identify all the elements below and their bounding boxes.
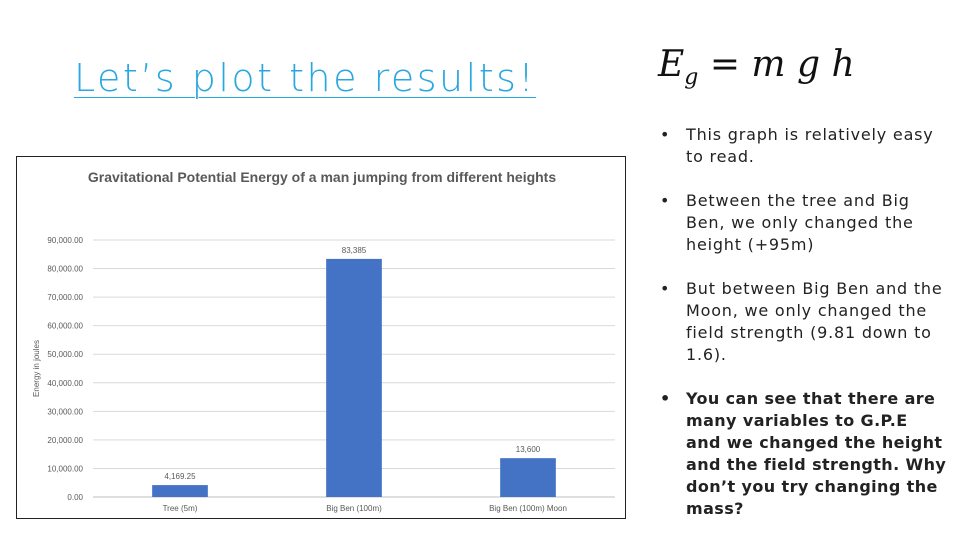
bullet-dot-icon: • xyxy=(660,389,671,408)
y-tick-label: 50,000.00 xyxy=(47,350,83,359)
bullet-list: • This graph is relatively easy to read. … xyxy=(658,124,948,542)
bullet-dot-icon: • xyxy=(660,125,671,144)
bar xyxy=(500,458,556,497)
y-tick-label: 80,000.00 xyxy=(47,265,83,274)
bullet-text: But between Big Ben and the Moon, we onl… xyxy=(686,279,943,364)
bar xyxy=(152,485,208,497)
gpe-formula: Eg = m g h xyxy=(658,44,855,90)
y-tick-label: 60,000.00 xyxy=(47,322,83,331)
y-tick-label: 20,000.00 xyxy=(47,436,83,445)
bar-chart: Gravitational Potential Energy of a man … xyxy=(16,156,626,519)
formula-expression: = m g h xyxy=(698,44,855,85)
data-label: 83,385 xyxy=(342,246,367,255)
chart-title: Gravitational Potential Energy of a man … xyxy=(87,169,557,185)
bullet-dot-icon: • xyxy=(660,279,671,298)
bullet-dot-icon: • xyxy=(660,191,671,210)
data-label: 13,600 xyxy=(516,445,541,454)
bullet-item: • Between the tree and Big Ben, we only c… xyxy=(658,190,948,256)
bar xyxy=(326,258,382,497)
x-tick-label: Big Ben (100m) Moon xyxy=(489,504,567,513)
formula-symbol: E xyxy=(658,44,685,85)
y-tick-label: 30,000.00 xyxy=(47,407,83,416)
y-tick-label: 10,000.00 xyxy=(47,464,83,473)
bullet-item: • This graph is relatively easy to read. xyxy=(658,124,948,168)
x-tick-label: Tree (5m) xyxy=(163,504,198,513)
data-label: 4,169.25 xyxy=(164,472,196,481)
bullet-item: • But between Big Ben and the Moon, we on… xyxy=(658,278,948,366)
y-tick-label: 40,000.00 xyxy=(47,379,83,388)
y-tick-label: 90,000.00 xyxy=(47,236,83,245)
y-tick-label: 0.00 xyxy=(67,493,83,502)
y-axis-label: Energy in joules xyxy=(32,340,41,397)
slide-title: Let’s plot the results! xyxy=(74,56,537,100)
chart-plot-area: 0.00 10,000.00 20,000.00 30,000.00 40,000.00… xyxy=(32,236,615,513)
y-tick-label: 70,000.00 xyxy=(47,293,83,302)
bullet-text: Between the tree and Big Ben, we only ch… xyxy=(686,191,914,254)
formula-subscript: g xyxy=(684,65,699,91)
bullet-text: This graph is relatively easy to read. xyxy=(686,125,934,166)
bullet-text: You can see that there are many variable… xyxy=(686,389,947,518)
x-tick-label: Big Ben (100m) xyxy=(326,504,382,513)
bullet-item: • You can see that there are many variabl… xyxy=(658,388,948,520)
